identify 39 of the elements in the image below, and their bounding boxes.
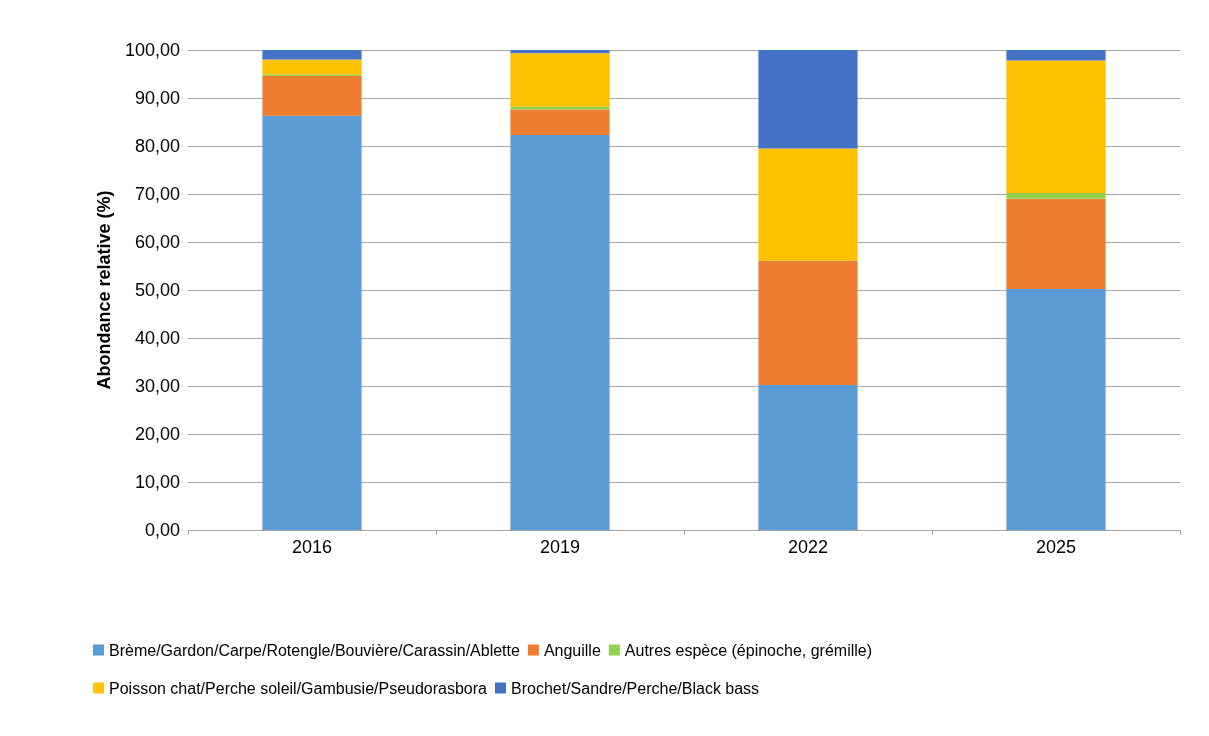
bar bbox=[262, 50, 362, 60]
legend-label: Autres espèce (épinoche, grémille) bbox=[624, 641, 873, 659]
legend-label: Brème/Gardon/Carpe/Rotengle/Bouvière/Carassin/Ablette bbox=[109, 641, 520, 659]
x-tick-label: 2025 bbox=[1035, 537, 1077, 557]
y-tick-label: 0,00 bbox=[144, 520, 180, 540]
bar bbox=[1006, 50, 1106, 61]
y-tick-label: 90,00 bbox=[134, 88, 180, 108]
y-tick-label: 30,00 bbox=[134, 376, 180, 396]
bar bbox=[262, 115, 362, 530]
legend-label: Brochet/Sandre/Perche/Black bass bbox=[510, 679, 760, 697]
y-tick-label: 70,00 bbox=[134, 184, 180, 204]
bar bbox=[510, 109, 610, 135]
y-tick-label: 20,00 bbox=[134, 424, 180, 444]
x-tick-label: 2022 bbox=[787, 537, 829, 557]
y-axis-title: Abondance relative (%) bbox=[94, 190, 114, 390]
bar bbox=[510, 106, 610, 110]
y-tick-label: 60,00 bbox=[134, 232, 180, 252]
bar bbox=[510, 134, 610, 530]
y-tick-label: 100,00 bbox=[124, 40, 180, 60]
bar bbox=[510, 50, 610, 54]
bar bbox=[262, 75, 362, 116]
bar bbox=[1006, 198, 1106, 290]
y-tick-label: 10,00 bbox=[134, 472, 180, 492]
bar bbox=[262, 59, 362, 75]
bar bbox=[758, 50, 858, 149]
bar bbox=[758, 385, 858, 530]
x-tick-label: 2019 bbox=[539, 537, 581, 557]
y-tick-label: 40,00 bbox=[134, 328, 180, 348]
bar bbox=[1006, 193, 1106, 199]
bar bbox=[1006, 289, 1106, 530]
y-tick-label: 80,00 bbox=[134, 136, 180, 156]
legend-label: Anguille bbox=[543, 641, 601, 659]
bar bbox=[1006, 60, 1106, 194]
bar bbox=[758, 260, 858, 386]
y-tick-label: 50,00 bbox=[134, 280, 180, 300]
legend-label: Poisson chat/Perche soleil/Gambusie/Pseudorasbora bbox=[109, 679, 488, 697]
bar bbox=[510, 53, 610, 107]
bar bbox=[758, 148, 858, 261]
x-tick-label: 2016 bbox=[291, 537, 333, 557]
